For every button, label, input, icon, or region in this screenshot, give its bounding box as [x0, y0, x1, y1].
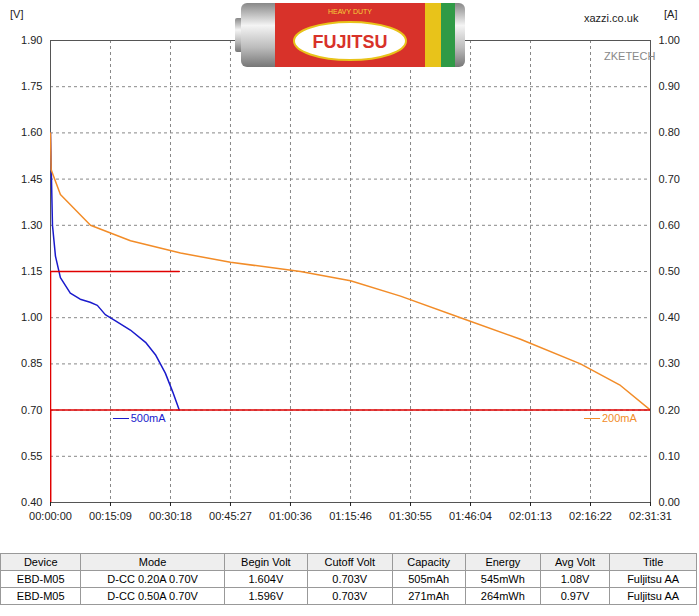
svg-text:02:01:13: 02:01:13 — [509, 510, 552, 522]
html-text:Begin Volt: Begin Volt — [241, 556, 291, 568]
svg-text:00:45:27: 00:45:27 — [209, 510, 252, 522]
html-text:1.08V: 1.08V — [560, 573, 590, 585]
html-text:200mA: 200mA — [602, 411, 637, 424]
svg-text:02:16:22: 02:16:22 — [569, 510, 612, 522]
svg-text:HEAVY DUTY: HEAVY DUTY — [328, 8, 372, 15]
html-text:0.703V: 0.703V — [332, 573, 368, 585]
svg-text:1.90: 1.90 — [21, 34, 42, 46]
svg-text:1.00: 1.00 — [21, 311, 42, 323]
svg-text:1.15: 1.15 — [21, 265, 42, 277]
html-text:Avg Volt: Avg Volt — [555, 556, 596, 568]
svg-text:02:31:31: 02:31:31 — [629, 510, 672, 522]
svg-text:01:15:46: 01:15:46 — [329, 510, 372, 522]
html-text:D-CC 0.20A 0.70V: D-CC 0.20A 0.70V — [107, 573, 198, 585]
html-text:ZKETECH: ZKETECH — [604, 50, 656, 62]
html-text:Capacity: Capacity — [407, 556, 451, 568]
html-text:Fuljitsu AA: Fuljitsu AA — [627, 590, 680, 602]
svg-text:0.40: 0.40 — [21, 496, 42, 508]
html-text:264mWh: 264mWh — [480, 590, 525, 602]
svg-text:0.85: 0.85 — [21, 357, 42, 369]
html-text:0.97V: 0.97V — [560, 590, 590, 602]
svg-text:1.75: 1.75 — [21, 80, 42, 92]
html-text:1.604V: 1.604V — [248, 573, 284, 585]
html-text:271mAh: 271mAh — [408, 590, 450, 602]
svg-text:0.30: 0.30 — [659, 357, 680, 369]
svg-text:0.20: 0.20 — [659, 404, 680, 416]
html-text:Energy: Energy — [485, 556, 521, 568]
html-text:Cutoff Volt: Cutoff Volt — [324, 556, 375, 568]
svg-text:0.50: 0.50 — [659, 265, 680, 277]
html-text:500mA: 500mA — [130, 411, 166, 424]
html-text:[A]: [A] — [664, 8, 678, 20]
html-text:xazzi.co.uk: xazzi.co.uk — [584, 12, 639, 24]
html-text:EBD-M05: EBD-M05 — [16, 590, 65, 602]
svg-text:1.45: 1.45 — [21, 173, 42, 185]
html-text:505mAh: 505mAh — [408, 573, 450, 585]
html-text:545mWh: 545mWh — [480, 573, 525, 585]
svg-text:1.30: 1.30 — [21, 219, 42, 231]
svg-text:0.40: 0.40 — [659, 311, 680, 323]
svg-text:01:46:04: 01:46:04 — [449, 510, 492, 522]
html-text:Title: Title — [642, 556, 664, 568]
html-text:[V]: [V] — [10, 8, 24, 20]
html-text:Device: Device — [23, 556, 58, 568]
svg-text:0.70: 0.70 — [21, 404, 42, 416]
svg-text:0.00: 0.00 — [659, 496, 680, 508]
svg-text:0.60: 0.60 — [659, 219, 680, 231]
html-text:Fuljitsu AA: Fuljitsu AA — [627, 573, 680, 585]
svg-text:FUJITSU: FUJITSU — [312, 32, 387, 52]
svg-text:1.00: 1.00 — [659, 34, 680, 46]
html-text:EBD-M05: EBD-M05 — [16, 573, 65, 585]
svg-text:0.80: 0.80 — [659, 126, 680, 138]
svg-text:0.10: 0.10 — [659, 450, 680, 462]
svg-text:1.60: 1.60 — [21, 126, 42, 138]
html-text:Mode: Mode — [138, 556, 167, 568]
html-text:D-CC 0.50A 0.70V: D-CC 0.50A 0.70V — [107, 590, 198, 602]
svg-text:00:15:09: 00:15:09 — [89, 510, 132, 522]
svg-text:00:30:18: 00:30:18 — [149, 510, 192, 522]
html-text:1.596V: 1.596V — [248, 590, 284, 602]
svg-text:00:00:00: 00:00:00 — [29, 510, 72, 522]
svg-text:01:00:36: 01:00:36 — [269, 510, 312, 522]
svg-text:0.90: 0.90 — [659, 80, 680, 92]
svg-text:0.70: 0.70 — [659, 173, 680, 185]
html-text:0.703V: 0.703V — [332, 590, 368, 602]
svg-text:01:30:55: 01:30:55 — [389, 510, 432, 522]
svg-text:0.55: 0.55 — [21, 450, 42, 462]
